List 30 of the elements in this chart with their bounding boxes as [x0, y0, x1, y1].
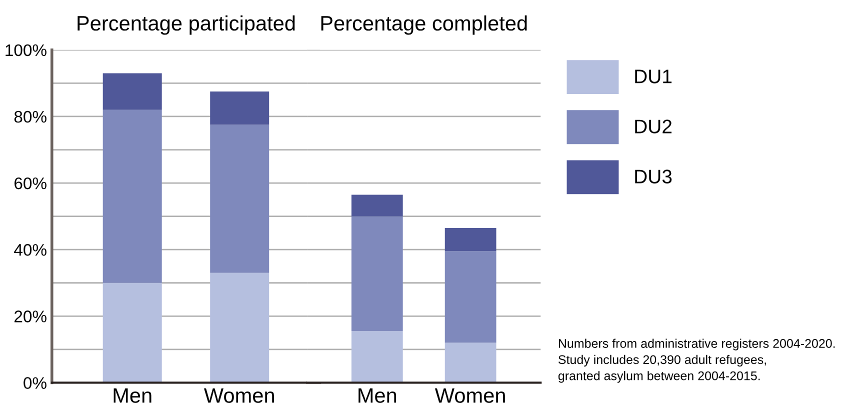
y-tick-label: 100%: [6, 44, 46, 56]
y-tick-label: 40%: [14, 244, 46, 256]
bar: [102, 110, 162, 283]
bar: [351, 194, 403, 216]
bar: [102, 73, 162, 110]
text: granted asylum between 2004-2015.: [558, 371, 760, 383]
legend-label: DU3: [635, 170, 672, 184]
y-tick-label: 20%: [14, 310, 46, 322]
legend-label: DU1: [635, 70, 672, 84]
x-tick-label: Men: [358, 388, 396, 403]
bar: [351, 216, 403, 332]
x-tick-label: Women: [204, 388, 274, 403]
x-tick-label: Women: [434, 388, 505, 403]
y-tick-label: 60%: [14, 177, 46, 190]
bar: [102, 282, 162, 383]
text: Study includes 20,390 adult refugees,: [558, 354, 766, 367]
chart-title: Percentage completed: [321, 15, 527, 35]
bar: [210, 124, 270, 273]
bar: [210, 92, 270, 125]
bar: [210, 272, 270, 383]
bar: [444, 342, 496, 383]
bar: [351, 331, 403, 383]
bar: [444, 251, 496, 343]
chart-title: Percentage participated: [78, 15, 295, 35]
bar: [444, 228, 496, 252]
y-tick-label: 0%: [24, 377, 46, 389]
y-tick-label: 80%: [14, 110, 46, 123]
legend-label: DU2: [635, 120, 672, 134]
x-tick-label: Men: [114, 388, 152, 403]
text: Numbers from administrative registers 2004-2020.: [558, 338, 835, 350]
